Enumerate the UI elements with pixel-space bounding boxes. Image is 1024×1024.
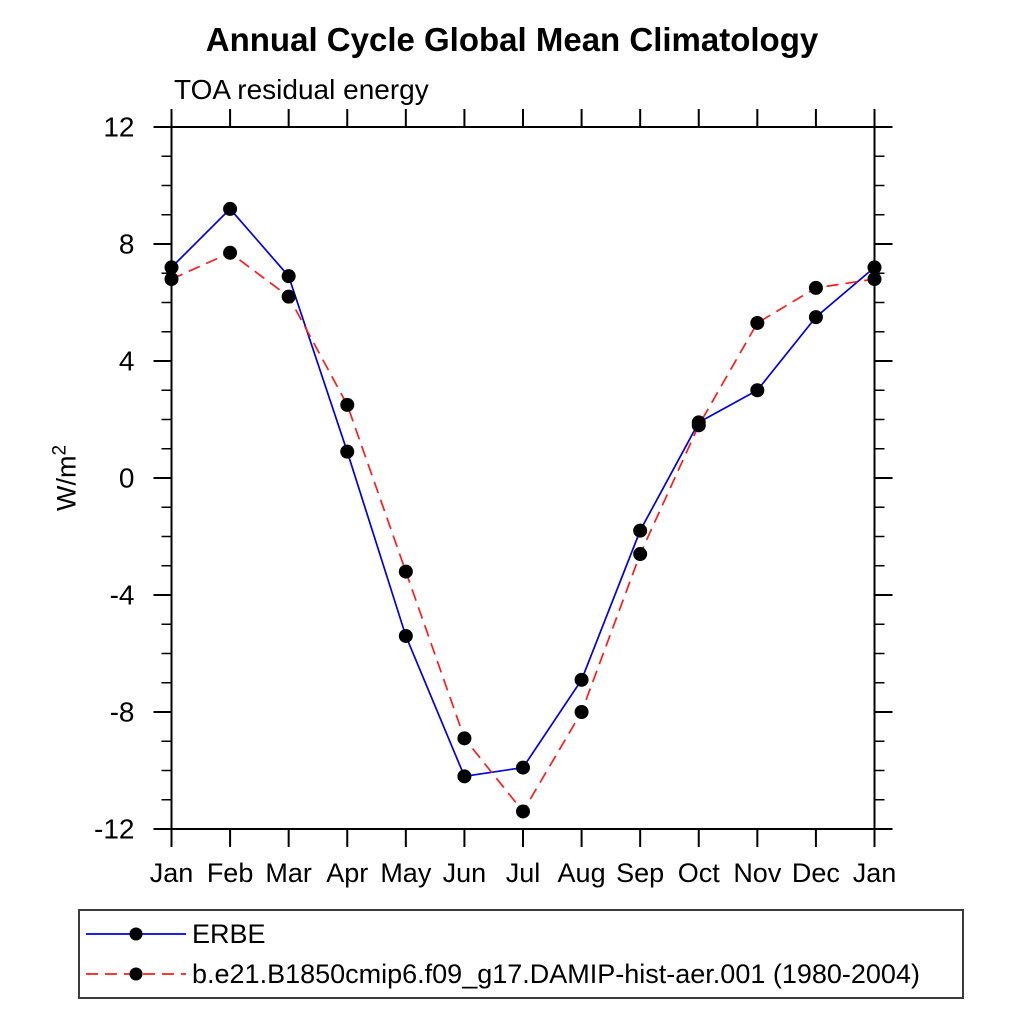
series-marker-0 [281,269,296,284]
x-tick-label: Feb [207,858,254,888]
x-tick-label: May [380,858,432,888]
legend-box: ERBE b.e21.B1850cmip6.f09_g17.DAMIP-hist… [78,909,964,999]
series-marker-1 [808,280,823,295]
legend-sample-marker [129,967,143,981]
x-tick-label: Mar [265,858,312,888]
legend-label-erbe: ERBE [192,918,266,949]
series-marker-0 [340,444,355,459]
series-marker-1 [457,731,472,746]
series-marker-0 [223,201,238,216]
x-tick-label: Aug [558,858,606,888]
x-tick-label: Oct [678,858,721,888]
series-marker-1 [281,289,296,304]
series-marker-1 [516,804,530,819]
series-marker-0 [398,628,413,643]
y-tick-label: -12 [94,814,134,845]
series-marker-0 [867,260,882,275]
y-tick-label: -4 [110,580,135,611]
series-line-0 [170,207,876,778]
legend-item-erbe: ERBE [82,914,962,954]
plot-frame [170,126,876,830]
series-marker-1 [340,397,355,412]
series-marker-0 [808,310,823,325]
series-marker-1 [164,272,179,287]
series-marker-0 [164,260,179,275]
series-marker-1 [633,547,648,562]
y-tick-label: 4 [119,346,135,377]
x-tick-label: Jul [506,858,541,888]
legend-label-model: b.e21.B1850cmip6.f09_g17.DAMIP-hist-aer.… [192,958,920,989]
x-tick-label: Jan [150,858,194,888]
chart-title: Annual Cycle Global Mean Climatology [205,21,819,58]
x-tick-label: Nov [733,858,782,888]
y-tick-label: -8 [110,697,135,728]
legend-line-sample-model [86,967,186,981]
y-tick-label: 12 [103,112,134,143]
x-tick-label: Jun [443,858,487,888]
series-marker-1 [223,245,238,260]
legend-item-model: b.e21.B1850cmip6.f09_g17.DAMIP-hist-aer.… [82,954,962,994]
legend-line-sample-erbe [86,927,186,941]
series-marker-0 [516,760,530,775]
series-marker-0 [750,383,765,398]
series-marker-1 [574,705,589,719]
y-tick-label: 0 [119,463,135,494]
x-tick-label: Apr [326,858,368,888]
series-marker-1 [691,418,706,433]
series-marker-1 [867,272,882,287]
series-marker-0 [457,769,472,784]
x-tick-label: Jan [853,858,897,888]
series-marker-1 [750,315,765,330]
series-marker-0 [574,672,589,687]
series-line-1 [171,251,875,813]
series-marker-0 [633,523,648,538]
y-tick-label: 8 [119,229,135,260]
legend-sample-marker [129,927,143,941]
chart-subtitle: TOA residual energy [174,74,429,105]
x-tick-label: Sep [616,858,664,888]
series-marker-1 [398,564,413,579]
x-tick-label: Dec [792,858,840,888]
